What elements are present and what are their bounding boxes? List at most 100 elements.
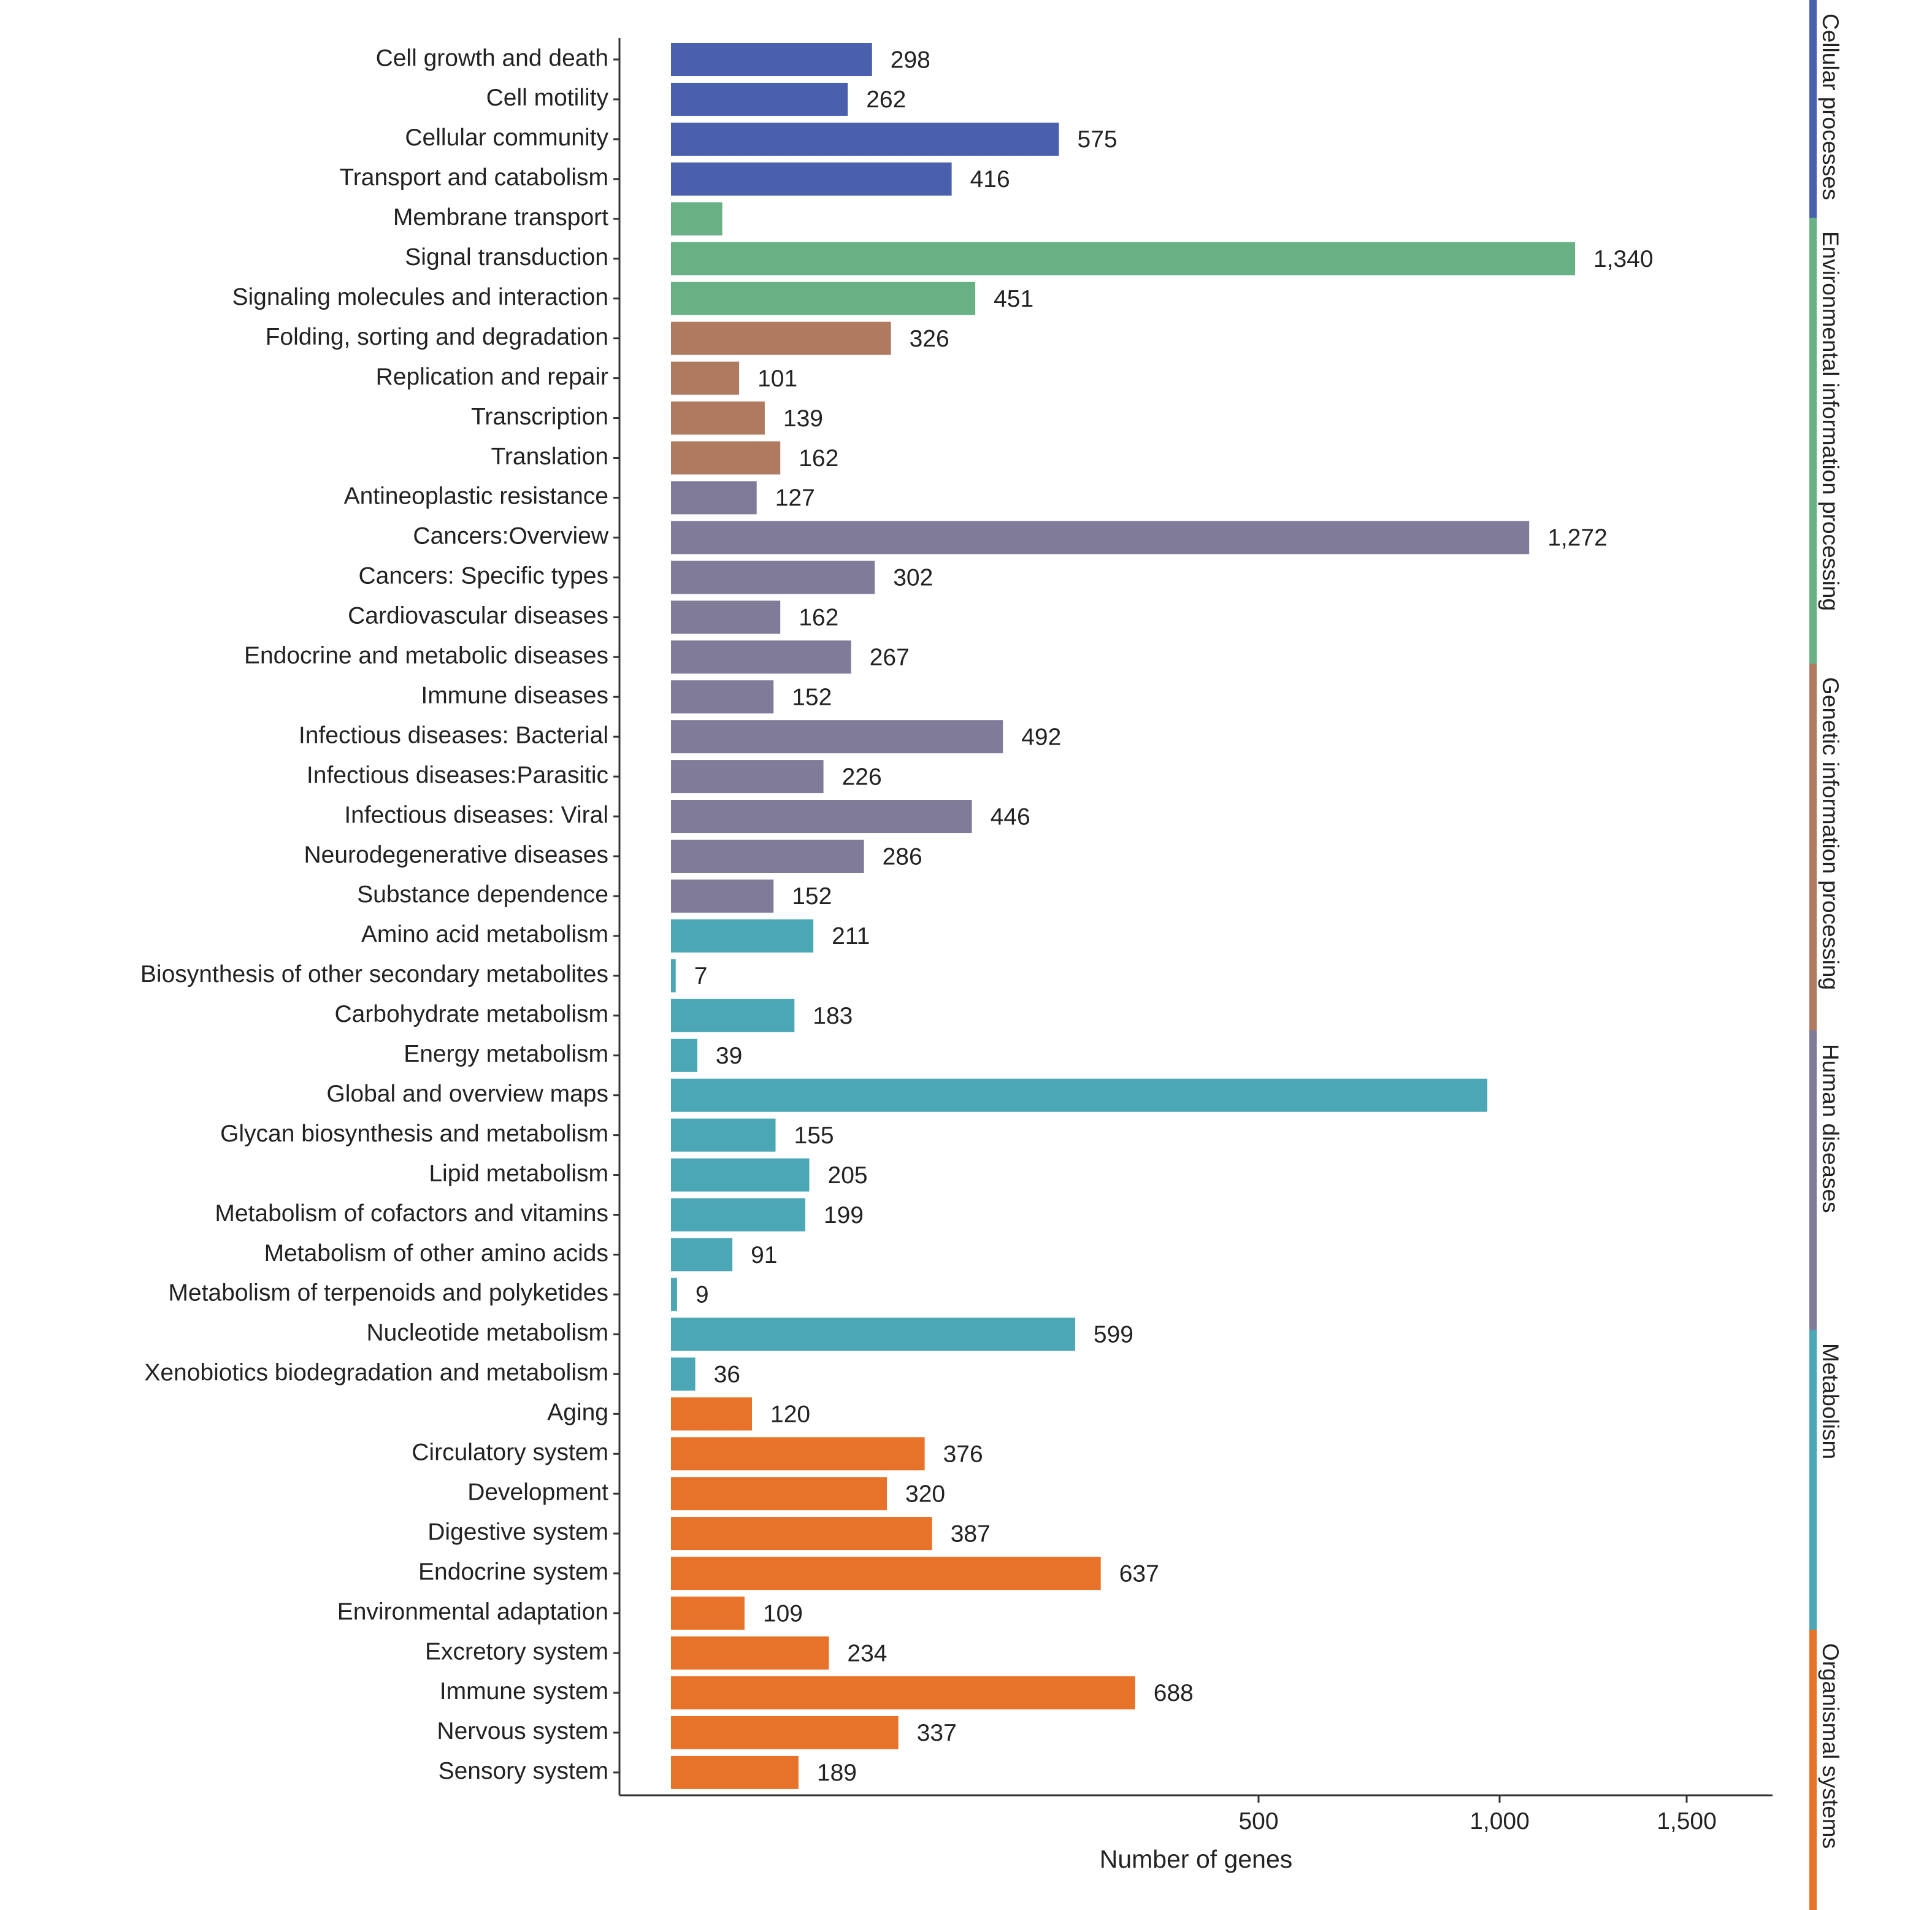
group-label: Metabolism bbox=[1818, 1343, 1843, 1459]
category-label: Endocrine system bbox=[418, 1559, 608, 1585]
group-label: Cellular processes bbox=[1818, 13, 1843, 200]
category-label: Endocrine and metabolic diseases bbox=[244, 643, 608, 669]
value-label: 36 bbox=[714, 1362, 740, 1388]
category-label: Infectious diseases: Viral bbox=[344, 802, 608, 828]
category-label: Metabolism of other amino acids bbox=[264, 1240, 608, 1267]
value-label: 109 bbox=[763, 1600, 803, 1627]
category-label: Immune system bbox=[440, 1678, 608, 1705]
category-label: Cell growth and death bbox=[376, 45, 608, 71]
category-label: Membrane transport bbox=[393, 204, 608, 231]
value-label: 337 bbox=[917, 1720, 957, 1746]
category-label: Cellular community bbox=[405, 125, 608, 151]
bar-12 bbox=[671, 521, 1530, 554]
category-label: Development bbox=[467, 1479, 608, 1505]
category-label: Aging bbox=[547, 1400, 608, 1426]
category-label: Global and overview maps bbox=[326, 1081, 608, 1107]
group-strip bbox=[1809, 0, 1817, 218]
x-axis-title: Number of genes bbox=[1100, 1845, 1293, 1873]
value-label: 127 bbox=[775, 485, 815, 512]
category-label: Infectious diseases: Bacterial bbox=[299, 722, 608, 748]
group-legend: Cellular processes Environmental informat… bbox=[1809, 0, 1843, 1910]
value-label: 91 bbox=[751, 1242, 777, 1268]
value-label: 199 bbox=[824, 1202, 864, 1229]
category-label: Replication and repair bbox=[376, 364, 608, 390]
bar-39 bbox=[671, 1597, 745, 1630]
category-label: Nucleotide metabolism bbox=[366, 1320, 608, 1346]
bar-7 bbox=[671, 321, 891, 355]
value-label: 492 bbox=[1021, 724, 1061, 750]
value-label: 120 bbox=[770, 1402, 810, 1428]
value-label: 9 bbox=[696, 1282, 709, 1308]
bar-6 bbox=[671, 282, 976, 315]
category-label: Transcription bbox=[471, 404, 608, 430]
value-label: 286 bbox=[883, 843, 922, 870]
bar-23 bbox=[671, 959, 676, 992]
bar-11 bbox=[671, 481, 757, 515]
bar-31 bbox=[671, 1278, 677, 1311]
bar-36 bbox=[671, 1477, 887, 1511]
bar-21 bbox=[671, 879, 774, 913]
bar-22 bbox=[671, 919, 814, 953]
value-label: 101 bbox=[757, 366, 797, 392]
group-strip bbox=[1809, 218, 1817, 664]
x-tick-label: 1,500 bbox=[1657, 1808, 1717, 1835]
bar-43 bbox=[671, 1755, 799, 1789]
value-label: 326 bbox=[910, 326, 949, 352]
category-label: Antineoplastic resistance bbox=[344, 483, 608, 510]
bar-16 bbox=[671, 680, 774, 714]
category-label: Sensory system bbox=[439, 1758, 608, 1784]
category-label: Cell motility bbox=[486, 85, 609, 111]
labels-layer: Cell growth and death 298 Cell motility 262… bbox=[140, 45, 1717, 1873]
category-label: Cardiovascular diseases bbox=[348, 603, 608, 629]
bar-38 bbox=[671, 1557, 1101, 1590]
value-label: 599 bbox=[1094, 1322, 1133, 1348]
category-label: Environmental adaptation bbox=[337, 1598, 608, 1625]
group-label: Organismal systems bbox=[1818, 1643, 1843, 1849]
bar-27 bbox=[671, 1118, 776, 1152]
bar-29 bbox=[671, 1198, 805, 1232]
category-label: Translation bbox=[491, 443, 608, 470]
value-label: 152 bbox=[792, 684, 832, 710]
category-label: Amino acid metabolism bbox=[361, 921, 608, 948]
value-label: 211 bbox=[832, 923, 870, 949]
bar-17 bbox=[671, 720, 1003, 754]
value-label: 189 bbox=[817, 1760, 857, 1786]
category-label: Xenobiotics biodegradation and metabolis… bbox=[144, 1360, 608, 1386]
group-strip bbox=[1809, 1030, 1817, 1330]
value-label: 320 bbox=[905, 1481, 945, 1507]
value-label: 183 bbox=[813, 1003, 853, 1029]
value-label: 688 bbox=[1154, 1680, 1194, 1706]
bar-37 bbox=[671, 1517, 932, 1551]
category-label: Neurodegenerative diseases bbox=[304, 842, 609, 868]
bar-33 bbox=[671, 1357, 696, 1391]
value-label: 451 bbox=[994, 286, 1033, 312]
value-label: 139 bbox=[783, 405, 823, 432]
category-label: Metabolism of terpenoids and polyketides bbox=[168, 1280, 608, 1306]
category-label: Signaling molecules and interaction bbox=[232, 284, 608, 310]
category-label: Nervous system bbox=[437, 1718, 608, 1744]
group-label: Human diseases bbox=[1818, 1044, 1843, 1213]
axes-layer bbox=[613, 38, 1773, 1803]
bar-25 bbox=[671, 1038, 697, 1072]
value-label: 376 bbox=[943, 1441, 983, 1468]
category-label: Cancers:Overview bbox=[413, 523, 608, 550]
value-label: 267 bbox=[870, 645, 910, 671]
value-label: 446 bbox=[991, 804, 1030, 830]
bar-35 bbox=[671, 1437, 925, 1471]
category-label: Metabolism of cofactors and vitamins bbox=[215, 1200, 608, 1227]
value-label: 39 bbox=[716, 1043, 742, 1069]
bar-18 bbox=[671, 760, 824, 794]
category-label: Immune diseases bbox=[421, 682, 608, 708]
value-label: 205 bbox=[828, 1162, 868, 1189]
category-label: Transport and catabolism bbox=[339, 164, 608, 191]
value-label: 7 bbox=[694, 963, 708, 989]
bar-2 bbox=[671, 122, 1059, 156]
category-label: Biosynthesis of other secondary metaboli… bbox=[140, 961, 608, 988]
bars-layer bbox=[671, 43, 1575, 1789]
bar-26 bbox=[671, 1078, 1487, 1112]
bar-41 bbox=[671, 1676, 1135, 1709]
value-label: 387 bbox=[951, 1521, 991, 1547]
bar-32 bbox=[671, 1317, 1075, 1351]
category-label: Folding, sorting and degradation bbox=[266, 324, 608, 350]
bar-15 bbox=[671, 640, 851, 674]
